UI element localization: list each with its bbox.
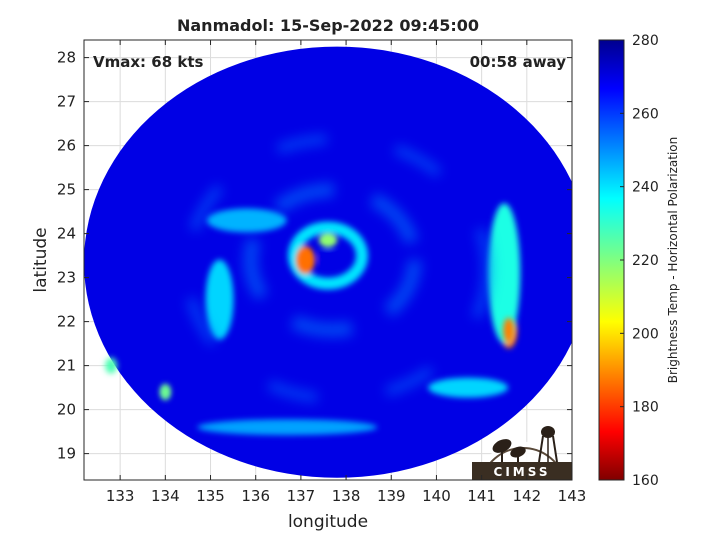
- feature-eye: [318, 248, 338, 267]
- chart-title: Nanmadol: 15-Sep-2022 09:45:00: [177, 16, 479, 35]
- swath-features-top: [161, 236, 515, 398]
- feature-southeast-band: [428, 377, 509, 398]
- logo-text: CIMSS: [494, 465, 551, 479]
- rainband-ring-inner: [243, 183, 422, 337]
- y-tick-label: 19: [57, 445, 76, 463]
- feature-northwest-band: [206, 208, 287, 233]
- colorbar-tick-label: 260: [632, 106, 659, 122]
- y-axis: 19 20 21 22 23 24 25 26 27 28: [57, 49, 572, 463]
- y-axis-label: latitude: [31, 227, 51, 292]
- y-tick-label: 27: [57, 93, 76, 111]
- rainband-ring-outer: [182, 133, 493, 404]
- rainband-rings: [182, 133, 493, 404]
- x-tick-label: 136: [241, 487, 270, 505]
- x-tick-label: 141: [467, 487, 496, 505]
- y-tick-label: 22: [57, 313, 76, 331]
- colorbar-label: Brightness Temp - Horizontal Polarizatio…: [666, 137, 680, 384]
- vmax-annotation: Vmax: 68 kts: [93, 53, 203, 71]
- colorbar-tick-label: 200: [632, 326, 659, 342]
- y-tick-label: 23: [57, 269, 76, 287]
- colorbar: [598, 39, 625, 481]
- y-tick-label: 20: [57, 401, 76, 419]
- feature-west-band: [205, 259, 234, 340]
- colorbar-tick-label: 160: [632, 473, 659, 489]
- x-tick-label: 143: [558, 487, 587, 505]
- feature-east-band: [488, 203, 521, 344]
- colorbar-tick-label: 280: [632, 33, 659, 49]
- x-tick-label: 139: [377, 487, 406, 505]
- feature-eyewall-inner-ring: [288, 221, 368, 290]
- time-away-annotation: 00:58 away: [470, 53, 567, 71]
- x-tick-label: 137: [287, 487, 316, 505]
- x-axis-label: longitude: [288, 512, 368, 532]
- feature-core-warm-spot-north-eyewall: [321, 236, 335, 245]
- x-tick-label: 135: [196, 487, 225, 505]
- colorbar-tick-label: 180: [632, 400, 659, 416]
- feature-south-band: [197, 419, 378, 436]
- colorbar-tick-label: 240: [632, 180, 659, 196]
- feature-core-warm-spot-west-eyewall: [299, 250, 312, 270]
- y-tick-label: 21: [57, 357, 76, 375]
- x-tick-label: 142: [512, 487, 541, 505]
- y-tick-label: 24: [57, 225, 76, 243]
- x-tick-label: 134: [151, 487, 180, 505]
- colorbar-tick-label: 220: [632, 253, 659, 269]
- feature-core-west-edge-warm-2: [161, 386, 169, 398]
- colorbar-axis: 160 180 200 220 240 260 280: [620, 33, 659, 489]
- x-tick-label: 133: [106, 487, 135, 505]
- y-tick-label: 25: [57, 181, 76, 199]
- y-tick-label: 28: [57, 49, 76, 67]
- x-tick-label: 138: [332, 487, 361, 505]
- x-tick-label: 140: [422, 487, 451, 505]
- x-axis: 133 134 135 136 137 138 139 140 141 142 143: [106, 40, 586, 505]
- feature-west-edge-warm: [105, 357, 118, 374]
- y-tick-label: 26: [57, 137, 76, 155]
- feature-core-east-band-max: [503, 317, 515, 343]
- brightness-temp-swath: [84, 46, 572, 478]
- axes-frame: [83, 39, 573, 481]
- cimss-logo: CIMSS: [472, 426, 572, 480]
